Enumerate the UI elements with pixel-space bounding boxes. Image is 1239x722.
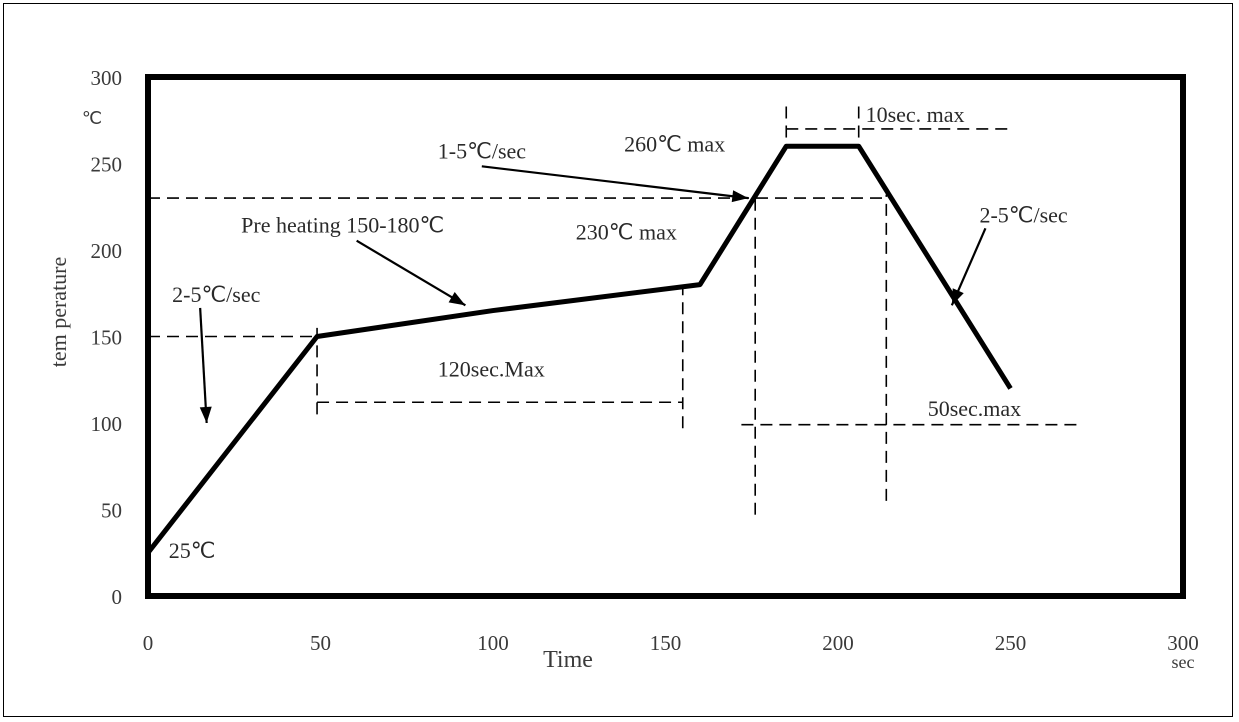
- annotation-arrow-line: [481, 165, 749, 200]
- annotation-label: 260℃ max: [624, 131, 725, 156]
- y-tick-label: 0: [112, 585, 123, 609]
- annotation-arrow-head: [951, 288, 964, 306]
- annotation-label: 10sec. max: [866, 102, 965, 127]
- annotation-label: 230℃ max: [576, 220, 677, 245]
- y-tick-label: 200: [91, 239, 123, 263]
- annotation-arrow-line: [356, 239, 466, 307]
- annotation-label: 50sec.max: [928, 396, 1021, 421]
- x-tick-label: 300: [1167, 631, 1199, 655]
- x-tick-label: 250: [995, 631, 1027, 655]
- plot-area-border: [145, 74, 1186, 599]
- annotation-label: 2-5℃/sec: [979, 202, 1067, 227]
- y-tick-label: 50: [101, 499, 122, 523]
- annotation-label: 2-5℃/sec: [172, 282, 260, 307]
- x-tick-label: 200: [822, 631, 854, 655]
- annotation-arrow-head: [731, 190, 749, 203]
- annotation-label: 120sec.Max: [438, 356, 545, 381]
- annotation-label: 1-5℃/sec: [438, 138, 526, 163]
- annotation-arrow-line: [199, 307, 208, 424]
- x-unit-label: sec: [1172, 652, 1195, 672]
- y-tick-label: 300: [91, 66, 123, 90]
- temperature-profile-line: [146, 143, 1013, 555]
- annotation-arrows: [199, 165, 987, 424]
- y-tick-labels: 0 50 100 150 200 250 300: [91, 66, 123, 609]
- y-tick-label: 150: [91, 326, 123, 350]
- y-tick-label: 100: [91, 412, 123, 436]
- x-tick-label: 0: [143, 631, 154, 655]
- annotation-label: Pre heating 150-180℃: [241, 213, 444, 238]
- x-tick-label: 50: [310, 631, 331, 655]
- y-unit-label: ℃: [82, 108, 102, 128]
- x-tick-label: 100: [477, 631, 509, 655]
- x-tick-labels: 0 50 100 150 200 250 300: [143, 631, 1199, 655]
- guide-lines: [148, 101, 1080, 515]
- annotation-arrow-head: [448, 292, 466, 306]
- annotation-labels: 25℃ 2-5℃/sec Pre heating 150-180℃ 120sec.Ma…: [169, 102, 1068, 563]
- y-axis-label: tem perature: [46, 257, 71, 368]
- y-tick-label: 250: [91, 153, 123, 177]
- x-axis-label: Time: [543, 647, 593, 673]
- series-layer: [146, 143, 1013, 555]
- annotation-label: 25℃: [169, 538, 216, 563]
- x-tick-label: 150: [650, 631, 682, 655]
- annotation-arrow-head: [199, 406, 212, 423]
